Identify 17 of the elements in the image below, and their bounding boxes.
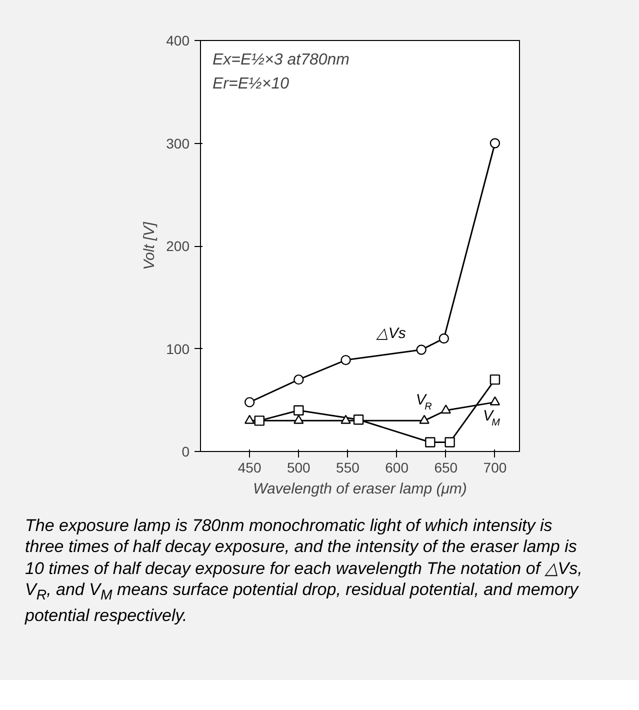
x-tick-label: 600	[385, 460, 409, 476]
y-tick-label: 100	[166, 340, 190, 357]
y-axis-title: Volt [V]	[141, 221, 158, 270]
annotation: Ex=E½×3 at780nm	[212, 52, 350, 68]
x-tick-label: 500	[286, 460, 311, 476]
x-tick-label: 650	[434, 460, 458, 476]
y-tick-label: 0	[182, 444, 190, 460]
x-tick-label: 550	[336, 460, 360, 476]
series-label: △Vs	[375, 324, 406, 342]
y-tick-label: 400	[166, 32, 190, 48]
y-tick-label: 200	[166, 238, 190, 254]
y-tick-label: 300	[166, 135, 190, 152]
x-tick-label: 450	[238, 460, 262, 476]
x-axis-title: Wavelength of eraser lamp (μm)	[253, 480, 467, 498]
text: The exposure lamp is 780nm monochromatic light of which intensity is three times of half decay exposure, and the intensity of the eraser lamp is 10 times of half decay exposure for each wavelength The notation of △Vs, V$_{R}$, and V$_{M}$ means surface potential drop, residual potential, and memory potential respectively.	[25, 516, 582, 625]
annotation: Er=E½×10	[212, 76, 290, 92]
x-tick-label: 700	[483, 460, 507, 476]
